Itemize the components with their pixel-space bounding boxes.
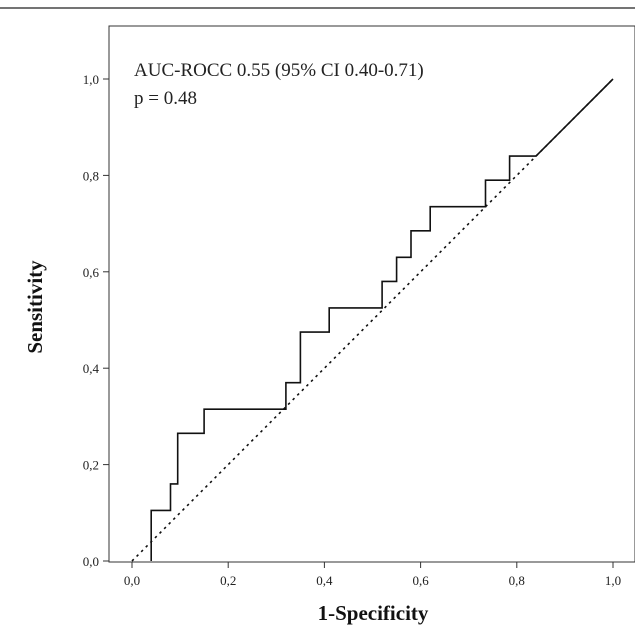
x-tick-label: 0,6	[412, 573, 429, 588]
x-tick-label: 0,4	[316, 573, 333, 588]
y-tick-label: 1,0	[83, 72, 99, 87]
x-axis-title: 1-Specificity	[318, 601, 429, 625]
y-tick-label: 0,4	[83, 361, 100, 376]
y-tick-label: 0,2	[83, 458, 99, 473]
series-layer	[131, 78, 614, 562]
y-axis-title: Sensitivity	[23, 260, 47, 354]
annotation-p-value: p = 0.48	[134, 88, 197, 109]
reference-diagonal-line	[131, 78, 614, 562]
x-tick-label: 0,8	[509, 573, 525, 588]
y-tick-label: 0,6	[83, 265, 100, 280]
x-axis-ticks: 0,0 0,2 0,4 0,6 0,8 1,0	[124, 562, 621, 588]
y-axis-ticks: 0,0 0,2 0,4 0,6 0,8 1,0	[83, 72, 109, 569]
x-tick-label: 0,0	[124, 573, 140, 588]
y-tick-label: 0,8	[83, 168, 99, 183]
y-tick-label: 0,0	[83, 554, 99, 569]
roc-curve-line	[150, 78, 614, 561]
x-tick-label: 1,0	[605, 573, 621, 588]
plot-frame	[108, 25, 635, 563]
x-tick-label: 0,2	[220, 573, 236, 588]
annotation-auc: AUC-ROCC 0.55 (95% CI 0.40-0.71)	[134, 60, 424, 81]
